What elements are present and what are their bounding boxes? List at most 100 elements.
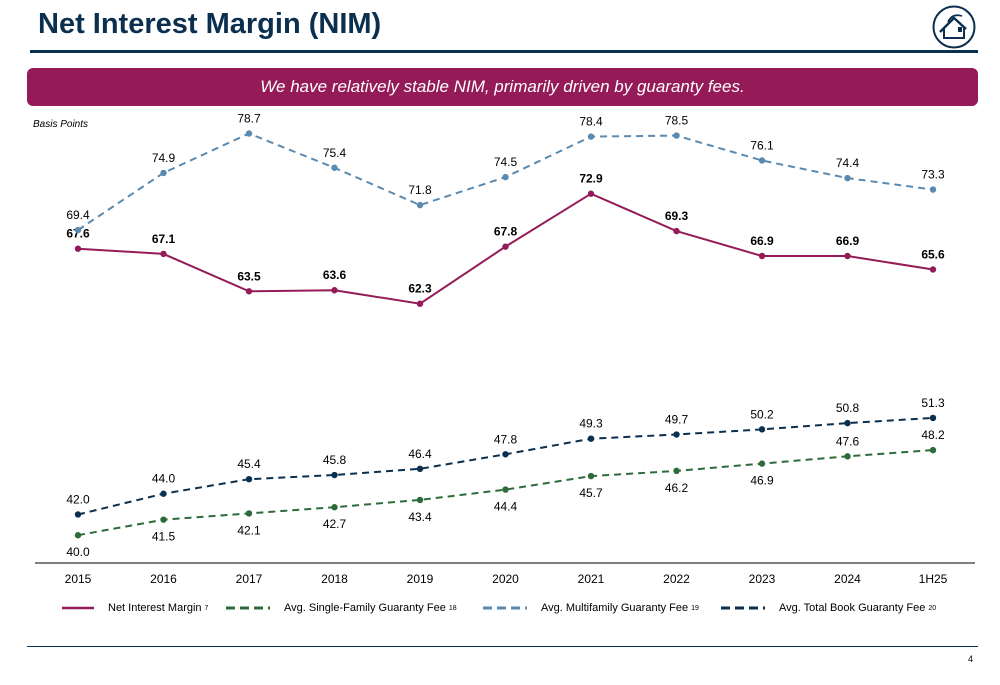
x-tick-label: 2020	[492, 572, 519, 586]
legend-item-single-family: Avg. Single-Family Guaranty Fee 18	[226, 602, 457, 614]
data-point	[758, 252, 766, 260]
data-label: 46.2	[665, 481, 689, 495]
data-point	[245, 130, 253, 137]
data-label: 69.3	[665, 209, 689, 223]
legend-footnote: 20	[928, 604, 937, 612]
data-label: 47.8	[494, 432, 518, 446]
data-label: 65.6	[921, 247, 945, 261]
data-label: 42.1	[237, 523, 261, 537]
data-point	[245, 475, 253, 483]
data-label: 63.6	[323, 268, 347, 282]
x-tick-label: 2019	[407, 572, 434, 586]
data-label: 46.9	[750, 474, 774, 488]
data-label: 43.4	[408, 510, 432, 524]
data-label: 49.7	[665, 413, 689, 427]
data-point	[245, 288, 253, 295]
title-divider	[30, 50, 978, 53]
key-message-banner: We have relatively stable NIM, primarily…	[27, 68, 978, 106]
data-point	[758, 426, 766, 433]
series-line-multifamily	[77, 132, 934, 231]
data-label: 48.2	[921, 428, 945, 442]
data-label: 75.4	[323, 146, 347, 160]
data-point	[587, 133, 595, 140]
data-label: 78.7	[237, 111, 261, 125]
data-label: 73.3	[921, 168, 945, 182]
legend-footnote: 19	[691, 604, 699, 612]
legend-item-total-book: Avg. Total Book Guaranty Fee 20	[721, 602, 936, 614]
data-point	[673, 227, 680, 235]
data-label: 67.1	[152, 232, 176, 246]
data-point	[74, 532, 82, 539]
x-tick-label: 2022	[663, 572, 690, 586]
data-point	[929, 446, 937, 454]
data-point	[673, 431, 680, 438]
data-label: 50.8	[836, 401, 860, 415]
data-label: 78.4	[579, 115, 603, 129]
data-label: 44.4	[494, 500, 518, 514]
data-point	[844, 252, 851, 260]
legend-label: Avg. Multifamily Guaranty Fee	[541, 602, 689, 614]
data-label: 78.5	[665, 114, 689, 128]
data-label: 47.6	[836, 434, 860, 448]
data-point	[331, 287, 338, 294]
legend-swatch-total-book	[721, 606, 765, 610]
x-tick-label: 2017	[236, 572, 263, 586]
data-point	[844, 174, 851, 182]
data-point	[673, 467, 680, 475]
data-label: 41.5	[152, 530, 176, 544]
data-label: 46.4	[408, 447, 432, 461]
legend-item-multifamily: Avg. Multifamily Guaranty Fee 19	[483, 602, 699, 614]
x-tick-label: 2021	[578, 572, 605, 586]
data-label: 66.9	[836, 234, 860, 248]
banner-text: We have relatively stable NIM, primarily…	[260, 77, 745, 96]
x-tick-label: 2024	[834, 572, 861, 586]
data-point	[844, 419, 851, 427]
data-point	[673, 132, 680, 139]
page-number: 4	[968, 654, 974, 664]
legend-label: Avg. Single-Family Guaranty Fee	[284, 602, 446, 614]
data-point	[331, 164, 338, 171]
data-label: 76.1	[750, 138, 774, 152]
data-point	[758, 460, 766, 467]
data-point	[74, 226, 82, 234]
legend-swatch-nim	[62, 606, 94, 610]
data-point	[416, 201, 424, 209]
legend-swatch-single-family	[226, 606, 270, 610]
data-label: 72.9	[579, 172, 603, 186]
data-point	[160, 250, 167, 258]
data-point	[587, 472, 595, 480]
data-label: 42.0	[66, 492, 90, 506]
data-label: 66.9	[750, 234, 774, 248]
x-tick-label: 1H25	[919, 572, 948, 586]
data-label: 74.9	[152, 151, 176, 165]
legend-footnote: 7	[204, 604, 209, 612]
footer-divider	[27, 646, 978, 647]
data-point	[929, 414, 937, 422]
data-label: 63.5	[237, 269, 261, 283]
data-point	[331, 471, 338, 479]
data-point	[416, 496, 424, 504]
legend-item-nim: Net Interest Margin 7	[62, 602, 208, 614]
data-point	[758, 157, 766, 164]
data-point	[331, 504, 338, 511]
legend-label: Avg. Total Book Guaranty Fee	[779, 602, 926, 614]
x-tick-label: 2016	[150, 572, 177, 586]
data-point	[587, 190, 595, 197]
legend-swatch-multifamily	[483, 606, 527, 610]
data-point	[160, 516, 167, 523]
data-point	[929, 186, 937, 193]
legend-footnote: 18	[448, 604, 457, 612]
x-tick-label: 2023	[749, 572, 776, 586]
data-point	[416, 465, 424, 472]
series-line-single-family	[77, 449, 934, 537]
data-point	[160, 490, 167, 497]
data-point	[502, 243, 509, 250]
data-point	[502, 173, 509, 181]
page-title: Net Interest Margin (NIM)	[38, 8, 382, 40]
data-label: 71.8	[408, 183, 432, 197]
data-label: 49.3	[579, 417, 603, 431]
x-tick-label: 2015	[65, 572, 92, 586]
data-label: 40.0	[66, 545, 90, 559]
data-point	[502, 486, 509, 493]
data-label: 51.3	[921, 396, 945, 410]
